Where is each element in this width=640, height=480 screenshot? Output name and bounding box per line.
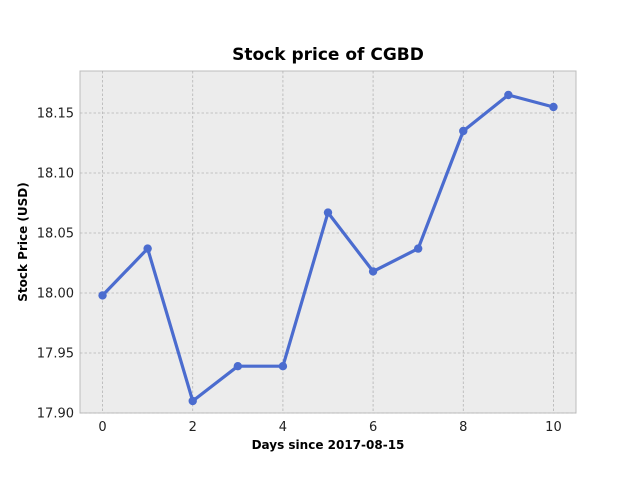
y-axis-label: Stock Price (USD)	[16, 182, 30, 301]
x-tick-label: 6	[369, 420, 377, 435]
x-tick-label: 10	[545, 420, 562, 435]
data-point	[188, 396, 197, 406]
plot-area	[79, 70, 577, 414]
grid-lines	[80, 71, 576, 414]
data-point	[368, 267, 378, 276]
data-point	[98, 291, 107, 300]
x-axis-label: Days since 2017-08-15	[252, 438, 405, 452]
data-point	[278, 362, 288, 371]
y-tick-label: 18.05	[37, 227, 74, 242]
y-tick-label: 18.10	[37, 167, 74, 182]
x-tick-label: 4	[279, 420, 287, 435]
y-tick-label: 17.90	[37, 407, 74, 422]
y-tick-label: 18.00	[37, 287, 74, 302]
y-tick-label: 18.15	[37, 107, 74, 122]
x-tick-label: 0	[98, 420, 106, 435]
y-tick-label: 17.95	[37, 347, 74, 362]
x-tick-label: 2	[189, 420, 197, 435]
data-point	[459, 126, 468, 136]
x-tick-label: 8	[459, 420, 467, 435]
data-point	[233, 362, 243, 371]
series-line	[98, 90, 558, 406]
chart-title: Stock price of CGBD	[232, 45, 424, 65]
data-point	[143, 244, 152, 253]
data-point	[323, 208, 333, 217]
data-point	[504, 90, 513, 100]
data-point	[549, 102, 558, 112]
tick-labels: 0 2 4 6 8 10 17.90 17.95 18.00 18.05 18.10 18.15	[37, 107, 562, 436]
data-point	[413, 244, 423, 253]
